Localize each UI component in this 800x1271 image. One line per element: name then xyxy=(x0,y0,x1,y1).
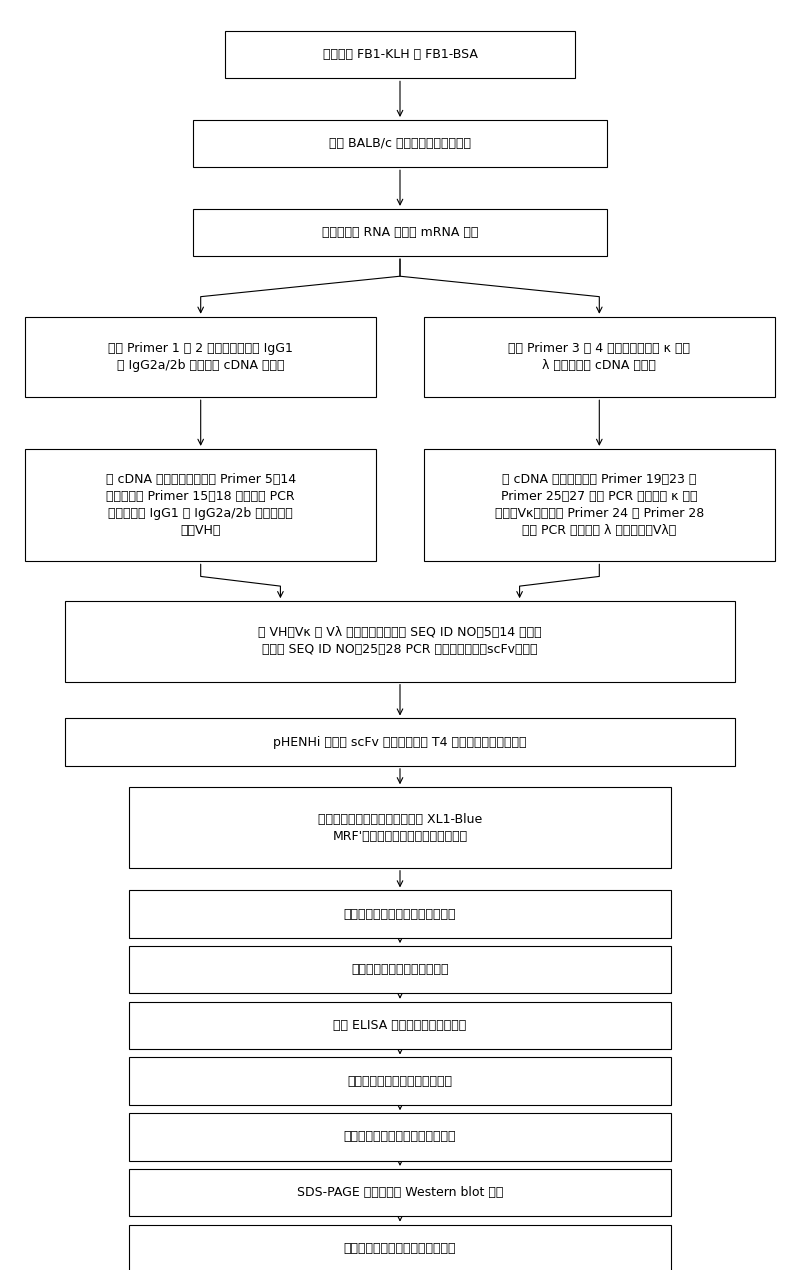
FancyBboxPatch shape xyxy=(129,1113,671,1160)
FancyBboxPatch shape xyxy=(193,119,607,168)
FancyBboxPatch shape xyxy=(26,316,376,398)
Text: 高亲和力单链抗体基因序列测定: 高亲和力单链抗体基因序列测定 xyxy=(347,1075,453,1088)
Text: 以 VH、Vκ 和 Vλ 为模板，正向引物 SEQ ID NO：5～14 以及反
向引物 SEQ ID NO：25～28 PCR 扩增单链抗体（scFv）基因: 以 VH、Vκ 和 Vλ 为模板，正向引物 SEQ ID NO：5～14 以及反… xyxy=(258,627,542,656)
Text: 高亲和力单链抗体大量表达、纯化: 高亲和力单链抗体大量表达、纯化 xyxy=(344,1130,456,1144)
FancyBboxPatch shape xyxy=(129,890,671,938)
Text: 制备抗原 FB1-KLH 和 FB1-BSA: 制备抗原 FB1-KLH 和 FB1-BSA xyxy=(322,48,478,61)
Text: 酶切连接产物电转化至大肠杆菌 XL1-Blue
MRF'感受态细胞中构建抗体基因文库: 酶切连接产物电转化至大肠杆菌 XL1-Blue MRF'感受态细胞中构建抗体基因… xyxy=(318,812,482,843)
FancyBboxPatch shape xyxy=(129,946,671,994)
FancyBboxPatch shape xyxy=(65,718,735,766)
FancyBboxPatch shape xyxy=(129,1002,671,1049)
FancyBboxPatch shape xyxy=(26,449,376,562)
Text: 检测抗体基因文库阳性率及多样性: 检测抗体基因文库阳性率及多样性 xyxy=(344,907,456,920)
FancyBboxPatch shape xyxy=(129,1169,671,1216)
Text: 以 cDNA 为模板，正向引物 Primer 5～14
和反向引物 Primer 15～18 分别进行 PCR
扩增，获得 IgG1 和 IgG2a/2b 的重: 以 cDNA 为模板，正向引物 Primer 5～14 和反向引物 Primer… xyxy=(106,473,296,538)
Text: 免疫 BALB/c 小鼠及抗血清滴度检测: 免疫 BALB/c 小鼠及抗血清滴度检测 xyxy=(329,137,471,150)
FancyBboxPatch shape xyxy=(129,1224,671,1271)
Text: 引物 Primer 1 和 2 分别反转录合成 IgG1
和 IgG2a/2b 的可变区 cDNA 第一链: 引物 Primer 1 和 2 分别反转录合成 IgG1 和 IgG2a/2b … xyxy=(108,342,293,372)
Text: 噬菌体展示淘选抗体基因文库: 噬菌体展示淘选抗体基因文库 xyxy=(351,963,449,976)
FancyBboxPatch shape xyxy=(65,601,735,681)
Text: 引物 Primer 3 和 4 分别反转录合成 κ 链和
λ 链的可变区 cDNA 第一链: 引物 Primer 3 和 4 分别反转录合成 κ 链和 λ 链的可变区 cDN… xyxy=(508,342,690,372)
FancyBboxPatch shape xyxy=(193,208,607,257)
FancyBboxPatch shape xyxy=(129,787,671,868)
FancyBboxPatch shape xyxy=(424,316,774,398)
Text: 以 cDNA 为模板，引物 Primer 19～23 和
Primer 25～27 进行 PCR 扩增获得 κ 链可
变区（Vκ），引物 Primer 24 和: 以 cDNA 为模板，引物 Primer 19～23 和 Primer 25～2… xyxy=(494,473,704,538)
Text: 表达 ELISA 鉴定淘选库单克隆菌落: 表达 ELISA 鉴定淘选库单克隆菌落 xyxy=(334,1019,466,1032)
Text: 小鼠脾脏总 RNA 提取及 mRNA 纯化: 小鼠脾脏总 RNA 提取及 mRNA 纯化 xyxy=(322,226,478,239)
FancyBboxPatch shape xyxy=(129,1057,671,1104)
Text: 纯化的单链抗体用于伏马菌素检测: 纯化的单链抗体用于伏马菌素检测 xyxy=(344,1242,456,1254)
Text: SDS-PAGE 电泳检测和 Western blot 分析: SDS-PAGE 电泳检测和 Western blot 分析 xyxy=(297,1186,503,1199)
FancyBboxPatch shape xyxy=(225,31,575,79)
Text: pHENHi 载体和 scFv 片段酶切后用 T4 连接酶连接、沉淀除盐: pHENHi 载体和 scFv 片段酶切后用 T4 连接酶连接、沉淀除盐 xyxy=(274,736,526,749)
FancyBboxPatch shape xyxy=(424,449,774,562)
